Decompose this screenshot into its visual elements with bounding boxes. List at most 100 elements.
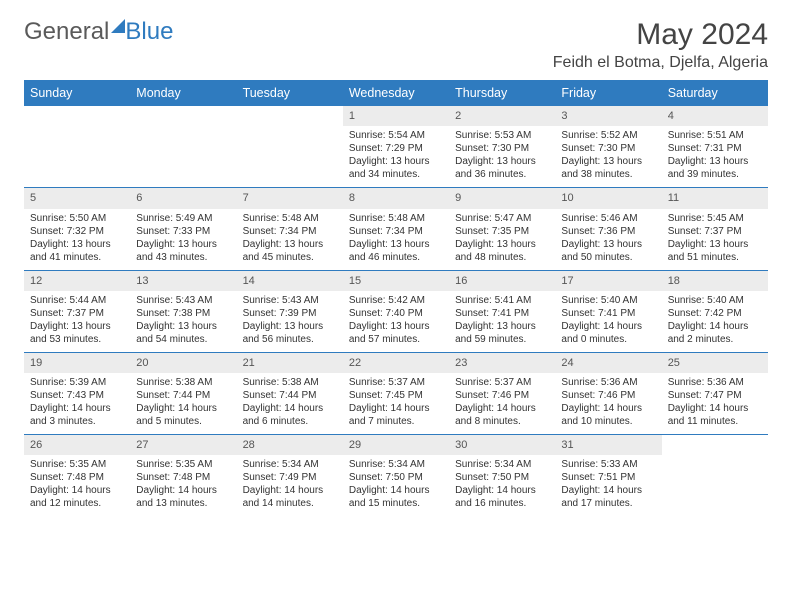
calendar-cell: 17Sunrise: 5:40 AMSunset: 7:41 PMDayligh… xyxy=(555,270,661,352)
day-number: 26 xyxy=(24,435,130,455)
day-details: Sunrise: 5:37 AMSunset: 7:45 PMDaylight:… xyxy=(343,373,449,434)
day-number: 19 xyxy=(24,353,130,373)
calendar-cell: 27Sunrise: 5:35 AMSunset: 7:48 PMDayligh… xyxy=(130,435,236,517)
day-number: 2 xyxy=(449,106,555,126)
calendar-cell: 29Sunrise: 5:34 AMSunset: 7:50 PMDayligh… xyxy=(343,435,449,517)
day-number: 29 xyxy=(343,435,449,455)
brand-part2: Blue xyxy=(125,18,173,46)
empty-cell xyxy=(130,106,236,162)
day-number: 4 xyxy=(662,106,768,126)
calendar-cell: 2Sunrise: 5:53 AMSunset: 7:30 PMDaylight… xyxy=(449,106,555,188)
day-number: 6 xyxy=(130,188,236,208)
calendar-row: 19Sunrise: 5:39 AMSunset: 7:43 PMDayligh… xyxy=(24,352,768,434)
calendar-cell: 11Sunrise: 5:45 AMSunset: 7:37 PMDayligh… xyxy=(662,188,768,270)
day-number: 9 xyxy=(449,188,555,208)
calendar-cell: 20Sunrise: 5:38 AMSunset: 7:44 PMDayligh… xyxy=(130,352,236,434)
calendar-cell: 6Sunrise: 5:49 AMSunset: 7:33 PMDaylight… xyxy=(130,188,236,270)
day-number: 18 xyxy=(662,271,768,291)
day-details: Sunrise: 5:40 AMSunset: 7:42 PMDaylight:… xyxy=(662,291,768,352)
day-details: Sunrise: 5:35 AMSunset: 7:48 PMDaylight:… xyxy=(130,455,236,516)
day-details: Sunrise: 5:45 AMSunset: 7:37 PMDaylight:… xyxy=(662,209,768,270)
calendar-cell: 14Sunrise: 5:43 AMSunset: 7:39 PMDayligh… xyxy=(237,270,343,352)
calendar-cell: 23Sunrise: 5:37 AMSunset: 7:46 PMDayligh… xyxy=(449,352,555,434)
day-number: 24 xyxy=(555,353,661,373)
day-details: Sunrise: 5:38 AMSunset: 7:44 PMDaylight:… xyxy=(237,373,343,434)
day-number: 3 xyxy=(555,106,661,126)
weekday-header: Wednesday xyxy=(343,80,449,106)
day-details: Sunrise: 5:36 AMSunset: 7:47 PMDaylight:… xyxy=(662,373,768,434)
day-number: 20 xyxy=(130,353,236,373)
calendar-cell: 26Sunrise: 5:35 AMSunset: 7:48 PMDayligh… xyxy=(24,435,130,517)
day-number: 14 xyxy=(237,271,343,291)
day-number: 11 xyxy=(662,188,768,208)
day-number: 21 xyxy=(237,353,343,373)
day-details: Sunrise: 5:44 AMSunset: 7:37 PMDaylight:… xyxy=(24,291,130,352)
empty-cell xyxy=(237,106,343,162)
day-details: Sunrise: 5:52 AMSunset: 7:30 PMDaylight:… xyxy=(555,126,661,187)
day-number: 13 xyxy=(130,271,236,291)
day-details: Sunrise: 5:50 AMSunset: 7:32 PMDaylight:… xyxy=(24,209,130,270)
day-number: 12 xyxy=(24,271,130,291)
day-number: 17 xyxy=(555,271,661,291)
brand-triangle-icon xyxy=(111,19,125,33)
day-details: Sunrise: 5:35 AMSunset: 7:48 PMDaylight:… xyxy=(24,455,130,516)
calendar-row: 1Sunrise: 5:54 AMSunset: 7:29 PMDaylight… xyxy=(24,106,768,188)
calendar-cell: 5Sunrise: 5:50 AMSunset: 7:32 PMDaylight… xyxy=(24,188,130,270)
calendar-cell: 10Sunrise: 5:46 AMSunset: 7:36 PMDayligh… xyxy=(555,188,661,270)
calendar-cell: 28Sunrise: 5:34 AMSunset: 7:49 PMDayligh… xyxy=(237,435,343,517)
calendar-cell: 22Sunrise: 5:37 AMSunset: 7:45 PMDayligh… xyxy=(343,352,449,434)
calendar-cell: 3Sunrise: 5:52 AMSunset: 7:30 PMDaylight… xyxy=(555,106,661,188)
day-number: 7 xyxy=(237,188,343,208)
weekday-header: Monday xyxy=(130,80,236,106)
day-details: Sunrise: 5:34 AMSunset: 7:50 PMDaylight:… xyxy=(449,455,555,516)
calendar-cell xyxy=(662,435,768,517)
title-block: May 2024 Feidh el Botma, Djelfa, Algeria xyxy=(553,18,768,72)
calendar-row: 26Sunrise: 5:35 AMSunset: 7:48 PMDayligh… xyxy=(24,435,768,517)
weekday-header: Sunday xyxy=(24,80,130,106)
empty-cell xyxy=(24,106,130,162)
day-number: 10 xyxy=(555,188,661,208)
day-details: Sunrise: 5:49 AMSunset: 7:33 PMDaylight:… xyxy=(130,209,236,270)
weekday-header: Saturday xyxy=(662,80,768,106)
calendar-cell: 1Sunrise: 5:54 AMSunset: 7:29 PMDaylight… xyxy=(343,106,449,188)
brand-logo: General Blue xyxy=(24,18,173,46)
calendar-cell: 18Sunrise: 5:40 AMSunset: 7:42 PMDayligh… xyxy=(662,270,768,352)
day-details: Sunrise: 5:40 AMSunset: 7:41 PMDaylight:… xyxy=(555,291,661,352)
calendar-cell xyxy=(237,106,343,188)
day-details: Sunrise: 5:43 AMSunset: 7:38 PMDaylight:… xyxy=(130,291,236,352)
day-details: Sunrise: 5:48 AMSunset: 7:34 PMDaylight:… xyxy=(343,209,449,270)
brand-part1: General xyxy=(24,18,109,46)
day-number: 31 xyxy=(555,435,661,455)
day-number: 27 xyxy=(130,435,236,455)
day-details: Sunrise: 5:39 AMSunset: 7:43 PMDaylight:… xyxy=(24,373,130,434)
calendar-cell: 15Sunrise: 5:42 AMSunset: 7:40 PMDayligh… xyxy=(343,270,449,352)
location: Feidh el Botma, Djelfa, Algeria xyxy=(553,54,768,72)
calendar-cell: 25Sunrise: 5:36 AMSunset: 7:47 PMDayligh… xyxy=(662,352,768,434)
day-details: Sunrise: 5:38 AMSunset: 7:44 PMDaylight:… xyxy=(130,373,236,434)
day-number: 22 xyxy=(343,353,449,373)
day-details: Sunrise: 5:47 AMSunset: 7:35 PMDaylight:… xyxy=(449,209,555,270)
day-details: Sunrise: 5:37 AMSunset: 7:46 PMDaylight:… xyxy=(449,373,555,434)
day-number: 8 xyxy=(343,188,449,208)
calendar-table: Sunday Monday Tuesday Wednesday Thursday… xyxy=(24,80,768,516)
day-number: 1 xyxy=(343,106,449,126)
weekday-header: Friday xyxy=(555,80,661,106)
header: General Blue May 2024 Feidh el Botma, Dj… xyxy=(24,18,768,72)
calendar-cell: 13Sunrise: 5:43 AMSunset: 7:38 PMDayligh… xyxy=(130,270,236,352)
calendar-cell: 8Sunrise: 5:48 AMSunset: 7:34 PMDaylight… xyxy=(343,188,449,270)
day-number: 28 xyxy=(237,435,343,455)
calendar-cell: 21Sunrise: 5:38 AMSunset: 7:44 PMDayligh… xyxy=(237,352,343,434)
calendar-cell: 4Sunrise: 5:51 AMSunset: 7:31 PMDaylight… xyxy=(662,106,768,188)
day-details: Sunrise: 5:34 AMSunset: 7:50 PMDaylight:… xyxy=(343,455,449,516)
weekday-header: Thursday xyxy=(449,80,555,106)
day-details: Sunrise: 5:33 AMSunset: 7:51 PMDaylight:… xyxy=(555,455,661,516)
day-details: Sunrise: 5:41 AMSunset: 7:41 PMDaylight:… xyxy=(449,291,555,352)
month-title: May 2024 xyxy=(553,18,768,52)
day-number: 16 xyxy=(449,271,555,291)
day-number: 5 xyxy=(24,188,130,208)
calendar-cell: 30Sunrise: 5:34 AMSunset: 7:50 PMDayligh… xyxy=(449,435,555,517)
day-details: Sunrise: 5:34 AMSunset: 7:49 PMDaylight:… xyxy=(237,455,343,516)
day-details: Sunrise: 5:48 AMSunset: 7:34 PMDaylight:… xyxy=(237,209,343,270)
day-number: 15 xyxy=(343,271,449,291)
calendar-cell: 16Sunrise: 5:41 AMSunset: 7:41 PMDayligh… xyxy=(449,270,555,352)
